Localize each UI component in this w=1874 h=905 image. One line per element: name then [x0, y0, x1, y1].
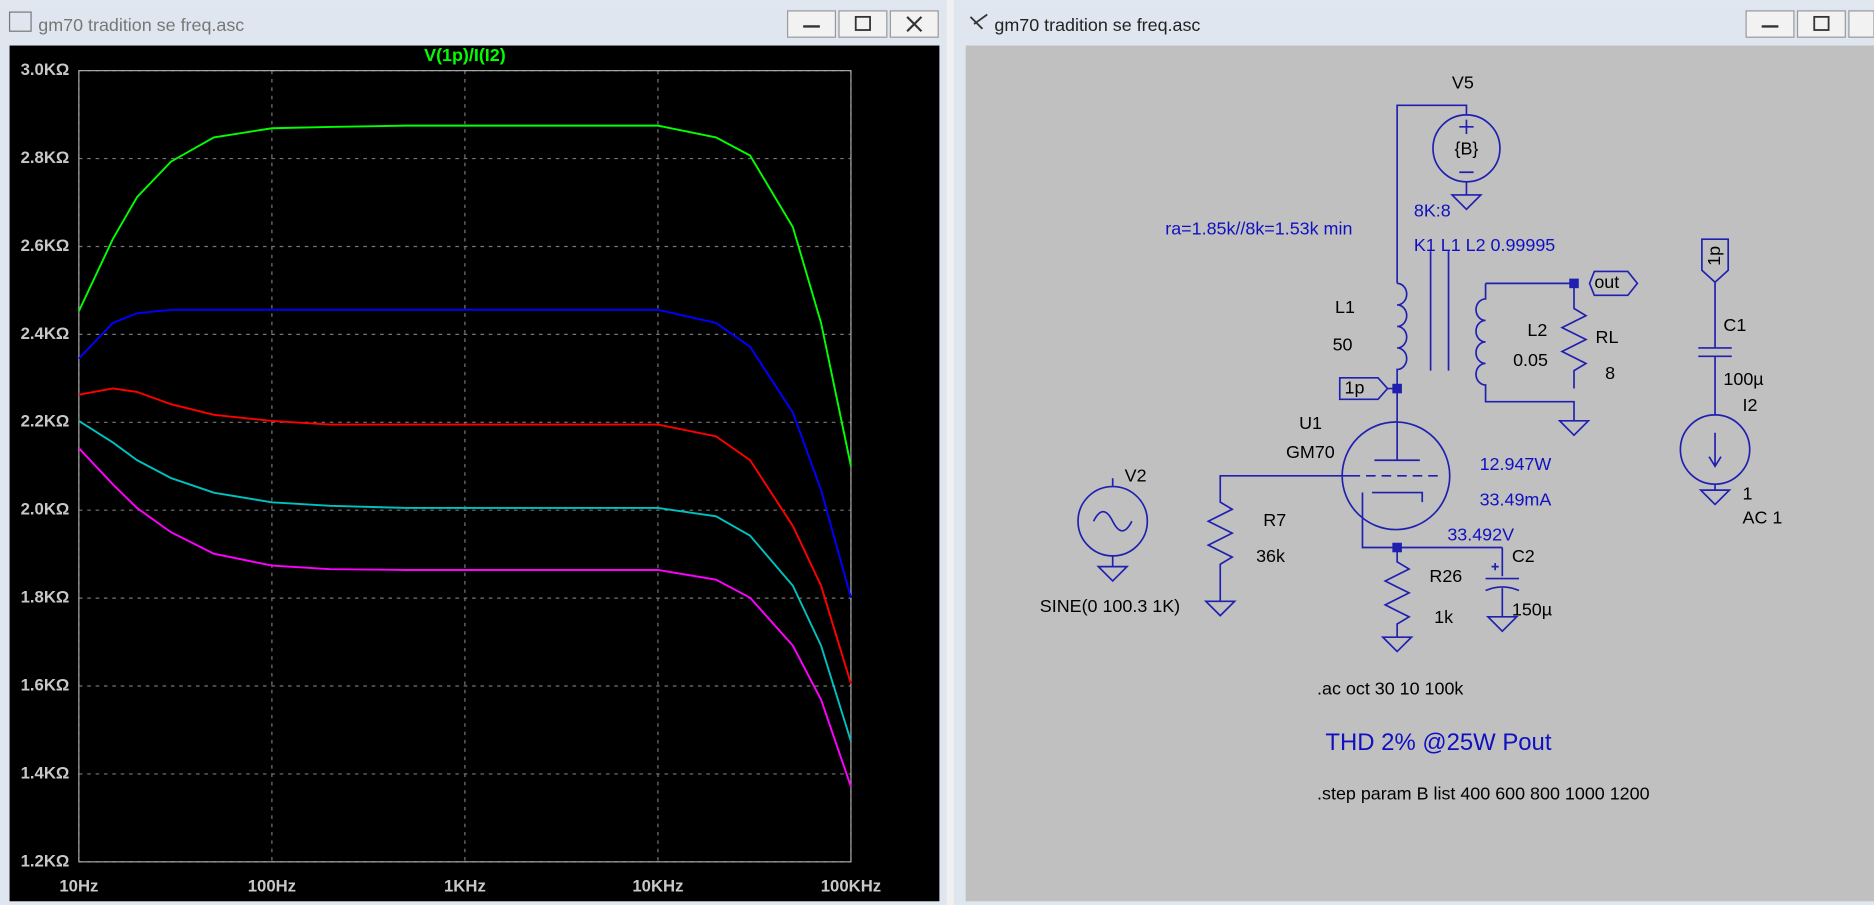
x-tick-label: 1KHz — [444, 876, 486, 895]
label: 33.492V — [1447, 524, 1514, 544]
schematic: V5 {B} 8K:8 ra=1.85k//8k=1.53k min K1 L1… — [1040, 73, 1783, 804]
x-tick-label: 10Hz — [59, 876, 98, 895]
node — [1392, 542, 1402, 553]
label: 8K:8 — [1414, 200, 1451, 220]
y-tick-label: 1.4KΩ — [21, 763, 70, 782]
x-tick-label: 100Hz — [248, 876, 296, 895]
label: I2 — [1743, 395, 1758, 415]
label: L1 — [1335, 297, 1355, 317]
label: R26 — [1429, 566, 1462, 586]
label: 150µ — [1512, 600, 1552, 620]
c1-i2 — [1698, 238, 1732, 506]
window-title: gm70 tradition se freq.asc — [994, 15, 1200, 35]
y-tick-label: 1.2KΩ — [21, 851, 70, 870]
y-tick-label: 3.0KΩ — [21, 60, 70, 79]
plot-pane — [9, 45, 940, 902]
label: 100µ — [1723, 369, 1763, 389]
label: out — [1594, 272, 1619, 292]
y-tick-label: 1.6KΩ — [21, 675, 70, 694]
label: 8 — [1605, 363, 1615, 383]
y-tick-label: 2.6KΩ — [21, 236, 70, 255]
label: 1p — [1704, 246, 1724, 266]
chart-title: V(1p)/I(I2) — [424, 45, 506, 65]
label: GM70 — [1286, 442, 1335, 462]
cathode-circuit — [1361, 491, 1503, 653]
icon — [854, 15, 871, 31]
window-buttons[interactable] — [1745, 10, 1874, 38]
label: 12.947W — [1480, 454, 1552, 474]
wire — [1396, 104, 1468, 284]
y-tick-label: 1.8KΩ — [21, 588, 70, 607]
label: L2 — [1527, 320, 1547, 340]
y-tick-label: 2.2KΩ — [21, 412, 70, 431]
label: U1 — [1299, 413, 1322, 433]
label: 1p — [1345, 377, 1365, 397]
icon — [1813, 15, 1830, 31]
node — [1569, 278, 1579, 289]
label: C2 — [1512, 546, 1535, 566]
inductor-l1 — [1396, 282, 1408, 423]
minimize-button[interactable] — [1745, 10, 1795, 38]
label: C1 — [1723, 315, 1746, 335]
tube-plate — [1374, 422, 1420, 462]
maximize-button[interactable] — [838, 10, 888, 38]
label: SINE(0 100.3 1K) — [1040, 596, 1180, 616]
label: .step param B list 400 600 800 1000 1200 — [1317, 784, 1650, 804]
label: 36k — [1256, 546, 1285, 566]
core — [1429, 251, 1450, 371]
close-button[interactable] — [1848, 10, 1874, 38]
y-tick-label: 2.4KΩ — [21, 324, 70, 343]
source-marks — [1450, 119, 1483, 211]
icon — [906, 16, 923, 32]
app-icon — [8, 11, 32, 32]
series-line — [78, 308, 852, 598]
inductor-l2 — [1475, 282, 1591, 437]
resistor-rl — [1560, 283, 1588, 389]
label: V5 — [1452, 73, 1474, 93]
label: 50 — [1333, 334, 1353, 354]
label: .ac oct 30 10 100k — [1317, 678, 1463, 698]
capacitor-c2 — [1485, 547, 1520, 633]
series-line — [78, 447, 852, 787]
label: RL — [1596, 327, 1619, 347]
label: THD 2% @25W Pout — [1325, 729, 1551, 756]
label: 1 — [1743, 484, 1753, 504]
label: R7 — [1263, 510, 1286, 530]
label: ra=1.85k//8k=1.53k min — [1165, 218, 1352, 238]
schematic-pane — [965, 45, 1874, 902]
minimize-button[interactable] — [787, 10, 837, 38]
label: 1k — [1434, 607, 1453, 627]
y-tick-label: 2.8KΩ — [21, 148, 70, 167]
x-tick-label: 10KHz — [632, 876, 683, 895]
label: V2 — [1125, 466, 1147, 486]
label: K1 L1 L2 0.99995 — [1414, 235, 1555, 255]
resistor-r7 — [1203, 474, 1351, 617]
y-tick-label: 2.0KΩ — [21, 500, 70, 519]
x-tick-label: 100KHz — [821, 876, 881, 895]
maximize-button[interactable] — [1796, 10, 1846, 38]
window-title: gm70 tradition se freq.asc — [38, 15, 244, 35]
label: {B} — [1454, 138, 1478, 158]
series-line — [78, 387, 852, 685]
source-marks — [1092, 478, 1133, 583]
node — [1392, 383, 1402, 394]
label: 33.49mA — [1480, 490, 1552, 510]
series-line — [78, 124, 852, 467]
source-i2 — [1679, 414, 1751, 486]
net-flag — [1588, 270, 1639, 297]
window-buttons[interactable] — [787, 10, 939, 38]
app-icon — [969, 13, 988, 30]
label: AC 1 — [1743, 508, 1783, 528]
series-line — [78, 420, 852, 742]
label: 0.05 — [1513, 350, 1548, 370]
